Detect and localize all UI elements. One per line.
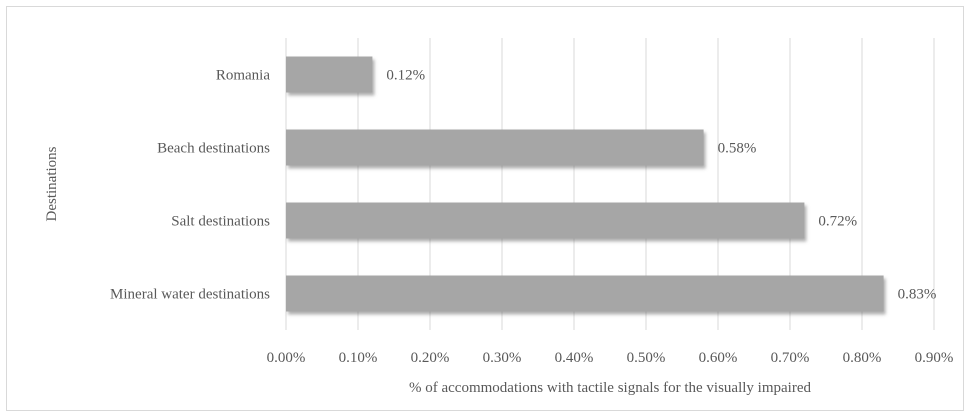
x-tick-label: 0.90%: [915, 350, 954, 366]
x-tick-label: 0.30%: [483, 350, 522, 366]
category-labels: Romania Beach destinations Salt destinatio…: [110, 68, 270, 303]
category-label: Romania: [216, 68, 270, 84]
x-tick-label: 0.50%: [627, 350, 666, 366]
data-label: 0.58%: [718, 141, 757, 157]
x-tick-label: 0.20%: [411, 350, 450, 366]
x-tick-label: 0.70%: [771, 350, 810, 366]
category-label: Beach destinations: [157, 141, 270, 157]
data-label: 0.72%: [818, 214, 857, 230]
x-tick-labels: 0.00% 0.10% 0.20% 0.30% 0.40% 0.50% 0.60% 0.70%…: [267, 350, 954, 366]
data-label: 0.83%: [898, 287, 937, 303]
x-tick-label: 0.00%: [267, 350, 306, 366]
x-tick-label: 0.10%: [339, 350, 378, 366]
x-tick-label: 0.60%: [699, 350, 738, 366]
bar: [286, 202, 805, 239]
data-label: 0.12%: [386, 68, 425, 84]
y-axis-title: Destinations: [44, 146, 60, 221]
bars: [286, 56, 884, 312]
bar: [286, 129, 704, 166]
data-labels: 0.12% 0.58% 0.72% 0.83%: [386, 68, 936, 303]
category-label: Salt destinations: [171, 214, 270, 230]
x-tick-label: 0.80%: [843, 350, 882, 366]
category-label: Mineral water destinations: [110, 287, 270, 303]
bar: [286, 56, 373, 93]
bar: [286, 275, 884, 312]
x-tick-label: 0.40%: [555, 350, 594, 366]
x-axis-title: % of accommodations with tactile signals…: [409, 380, 811, 396]
